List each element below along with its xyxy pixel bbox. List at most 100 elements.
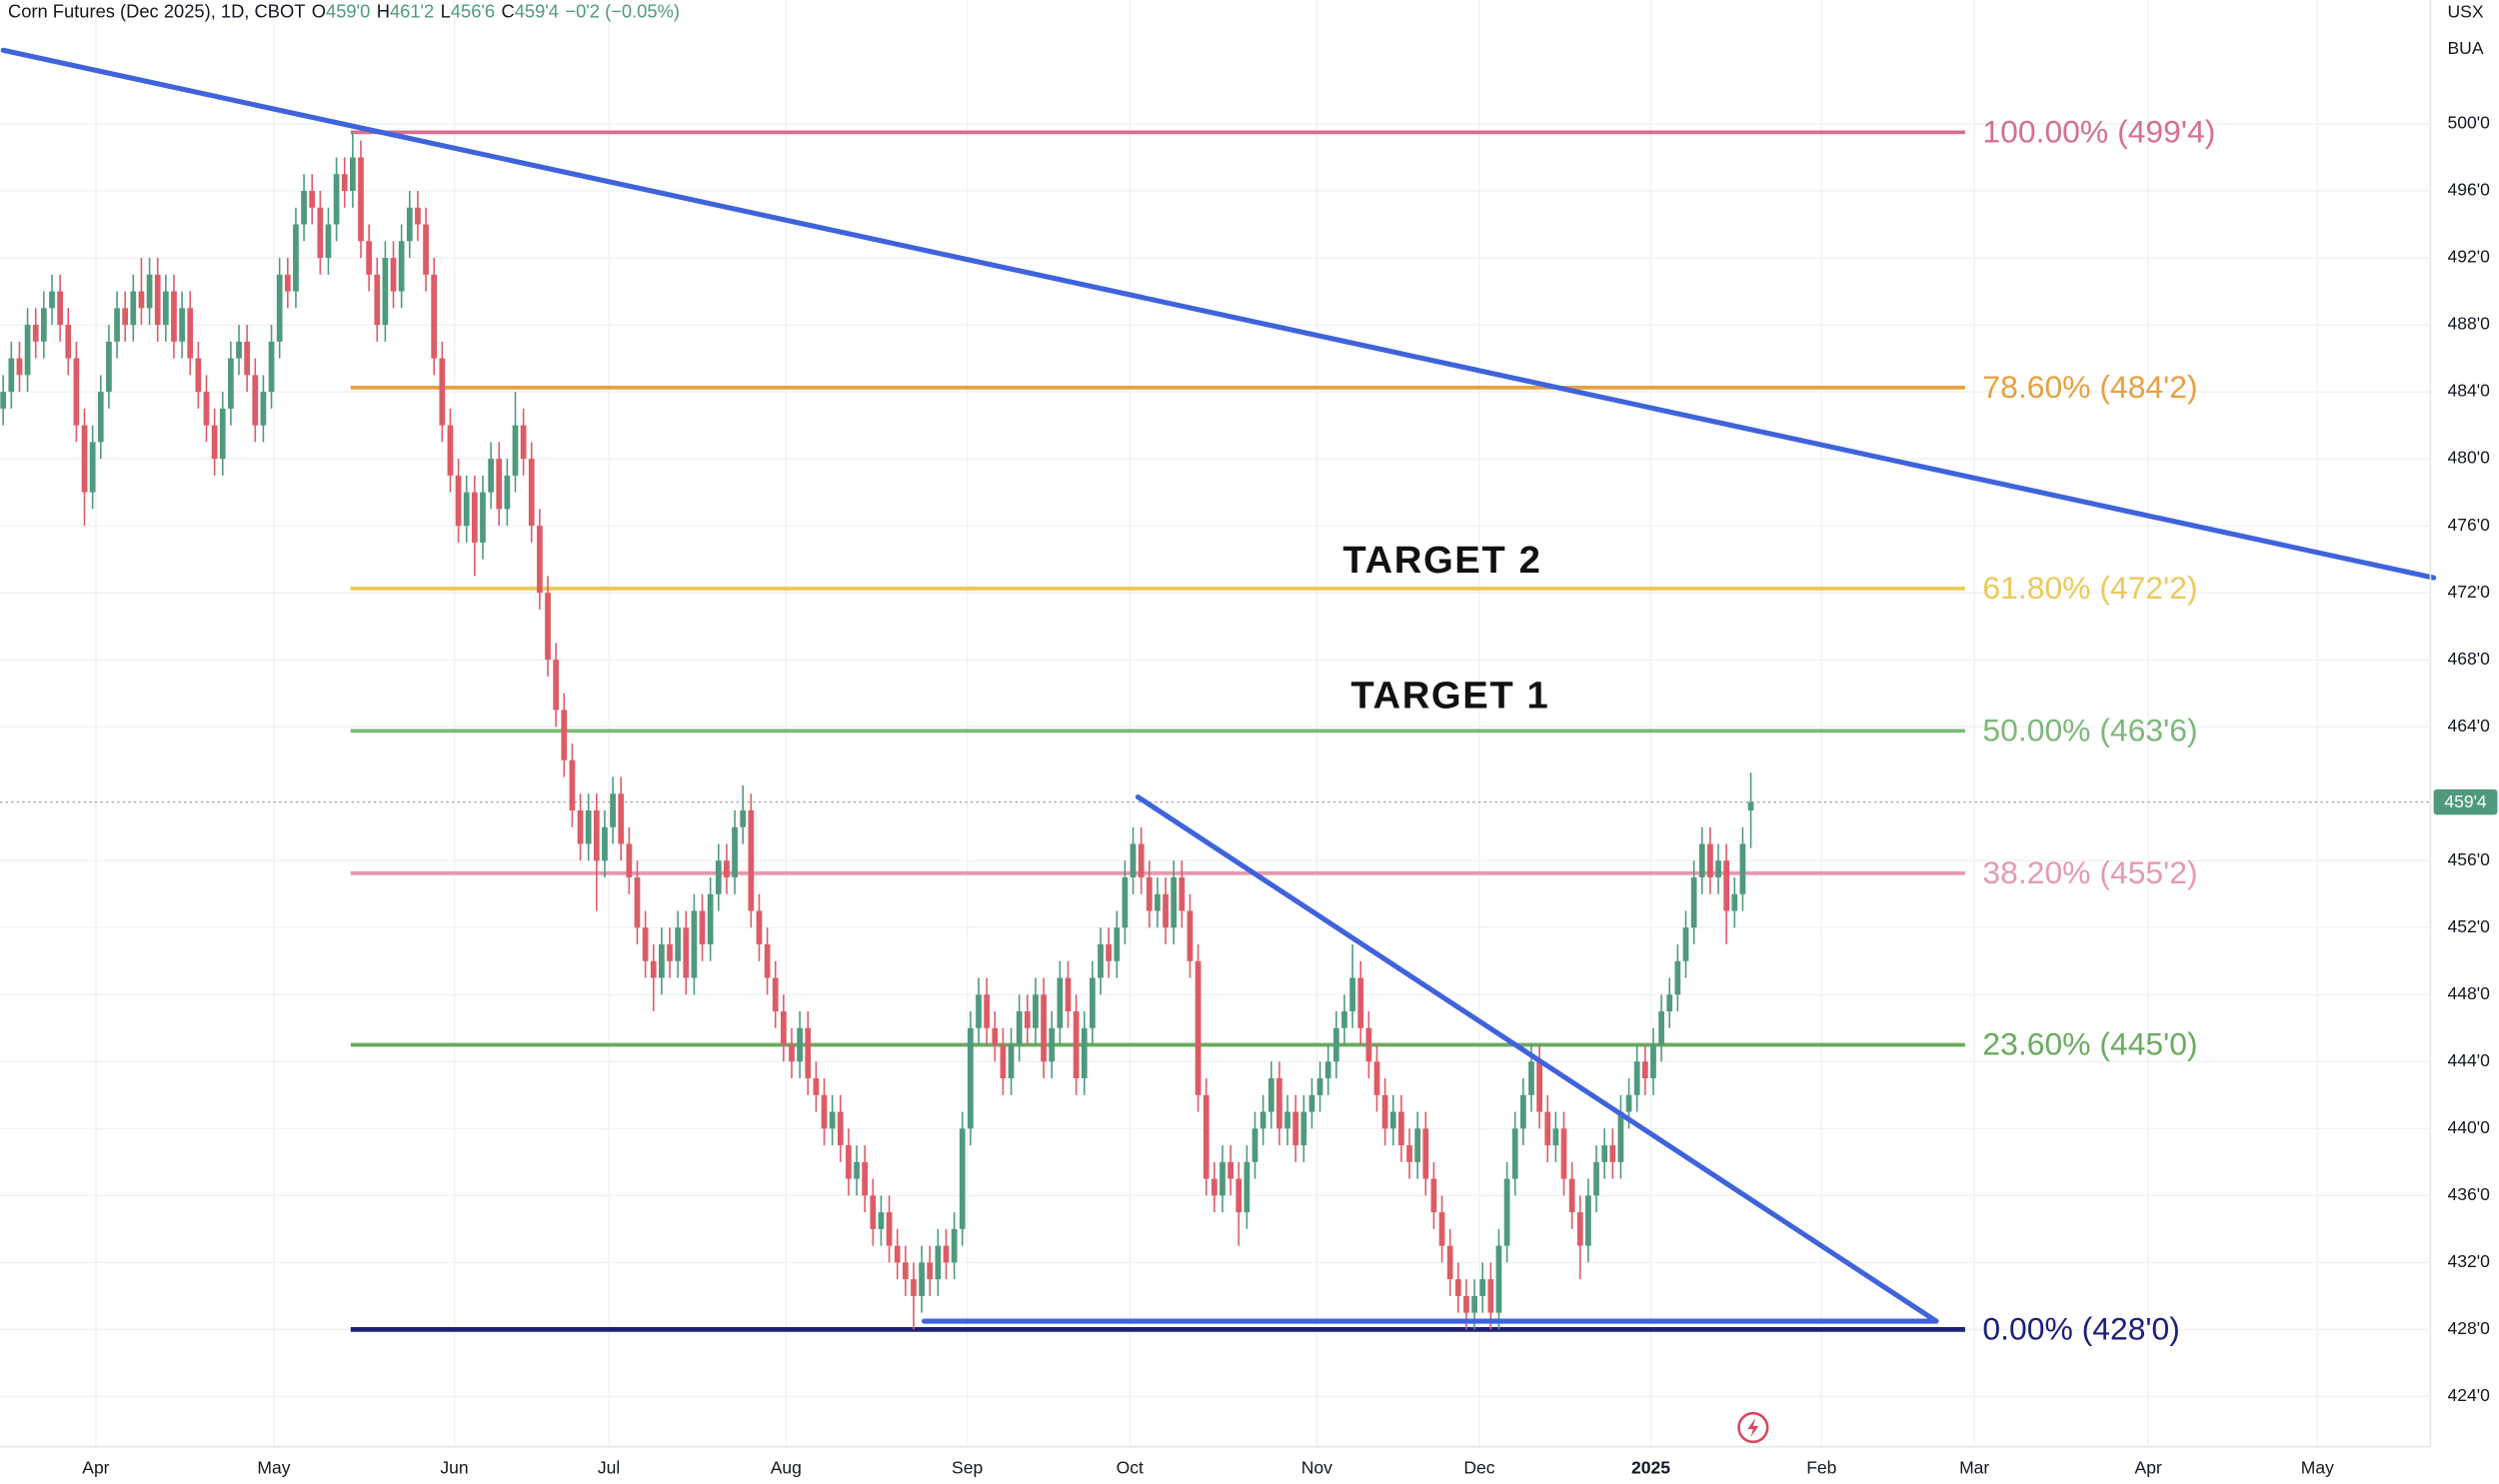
- candle-body: [1033, 994, 1039, 1028]
- x-tick-label: Aug: [771, 1458, 802, 1478]
- last-price-label: 459'4: [2444, 791, 2487, 811]
- candle-body: [1057, 977, 1064, 1028]
- candle-body: [789, 1044, 795, 1062]
- candle-body: [1633, 1061, 1640, 1095]
- candle-body: [471, 492, 478, 543]
- candle-body: [341, 174, 348, 192]
- candle-body: [520, 425, 527, 460]
- x-tick-label: Apr: [2135, 1458, 2162, 1478]
- candle-body: [1089, 977, 1096, 1028]
- candle-body: [1179, 876, 1186, 911]
- candle-body: [455, 475, 462, 527]
- candle-body: [862, 1161, 869, 1196]
- candle-body: [447, 425, 454, 476]
- candle-body: [748, 809, 755, 911]
- candle-body: [89, 442, 96, 493]
- candle-body: [366, 241, 373, 275]
- icon-ring: [1737, 1411, 1769, 1444]
- candle-body: [1267, 1078, 1274, 1112]
- candle-body: [504, 475, 511, 510]
- unit-label: BUA: [2447, 38, 2483, 58]
- axes: 424'0 428'0 432'0 436'0 440'0 444'0 448'0 452'0…: [82, 113, 2498, 1478]
- candle-body: [902, 1262, 909, 1280]
- x-tick-label: Feb: [1806, 1458, 1836, 1478]
- candle-body: [97, 392, 104, 443]
- trend-line: [0, 47, 2437, 581]
- candle-body: [1471, 1295, 1477, 1313]
- candle-body: [1422, 1128, 1429, 1179]
- candle-body: [1146, 876, 1153, 911]
- candle-body: [284, 274, 291, 292]
- candle-body: [309, 191, 316, 208]
- candle-body: [16, 358, 23, 376]
- fib-level-label: 38.20% (455'2): [1982, 854, 2197, 890]
- candle-body: [537, 526, 543, 594]
- candle-body: [1641, 1061, 1648, 1079]
- candle-body: [854, 1161, 860, 1179]
- candle-body: [829, 1111, 836, 1129]
- candle-body: [171, 291, 177, 342]
- candle-body: [1666, 994, 1673, 1012]
- candle-body: [959, 1128, 966, 1229]
- candle-body: [81, 425, 88, 493]
- grid: [0, 0, 2431, 1447]
- candle-body: [293, 224, 299, 292]
- candle-body: [301, 191, 307, 225]
- ohlc-key: L: [441, 1, 451, 22]
- candle-body: [1389, 1111, 1396, 1129]
- candle-body: [1601, 1145, 1608, 1162]
- candle-body: [1049, 1027, 1056, 1062]
- candle-body: [1041, 994, 1047, 1062]
- candle-body: [138, 291, 145, 309]
- x-tick-label: May: [2301, 1458, 2334, 1478]
- candle-body: [106, 341, 112, 393]
- candle-body: [1016, 1011, 1023, 1045]
- candle-body: [813, 1078, 820, 1095]
- candle-body: [162, 291, 169, 326]
- candle-body: [593, 809, 600, 861]
- candle-body: [382, 258, 389, 326]
- candle-body: [1560, 1128, 1567, 1179]
- candle-body: [65, 325, 72, 359]
- candle-body: [1357, 977, 1364, 1028]
- y-tick-label: 444'0: [2448, 1050, 2491, 1070]
- candle-body: [1236, 1178, 1243, 1213]
- candle-body: [349, 157, 356, 192]
- candle-body: [602, 826, 608, 861]
- header: Corn Futures (Dec 2025), 1D, CBOT O 459'0…: [8, 1, 680, 22]
- candle-body: [512, 425, 519, 476]
- candle-body: [1349, 977, 1355, 1012]
- candle-body: [1617, 1111, 1624, 1162]
- candle-body: [1098, 944, 1104, 978]
- y-tick-label: 432'0: [2448, 1251, 2491, 1271]
- candle-body: [32, 325, 39, 342]
- candle-body: [1528, 1061, 1534, 1095]
- x-tick-label: Jun: [440, 1458, 468, 1478]
- candle-body: [1251, 1128, 1258, 1162]
- candle-body: [1308, 1094, 1315, 1112]
- candle-body: [976, 994, 982, 1028]
- replay-icon[interactable]: [1737, 1411, 1769, 1444]
- y-tick-label: 428'0: [2448, 1318, 2491, 1338]
- last-price-tag: [2433, 788, 2498, 815]
- candle-body: [24, 325, 31, 376]
- candle-body: [1658, 1011, 1664, 1045]
- candle-body: [610, 793, 616, 827]
- annotation: TARGET 1: [1350, 674, 1549, 717]
- candle-body: [1739, 843, 1746, 894]
- candle-body: [1284, 1111, 1290, 1129]
- ohlc-value: 461'2: [390, 1, 434, 22]
- candle-body: [528, 459, 535, 527]
- candle-body: [1324, 1061, 1331, 1079]
- candle-body: [675, 927, 682, 961]
- candle-body: [1438, 1212, 1445, 1246]
- candle-body: [1300, 1111, 1307, 1146]
- candle-body: [317, 207, 324, 259]
- candle-body: [431, 274, 438, 359]
- candle-body: [1195, 960, 1202, 1095]
- candle-body: [228, 358, 234, 409]
- candle-body: [130, 291, 137, 326]
- candle-body: [57, 291, 63, 326]
